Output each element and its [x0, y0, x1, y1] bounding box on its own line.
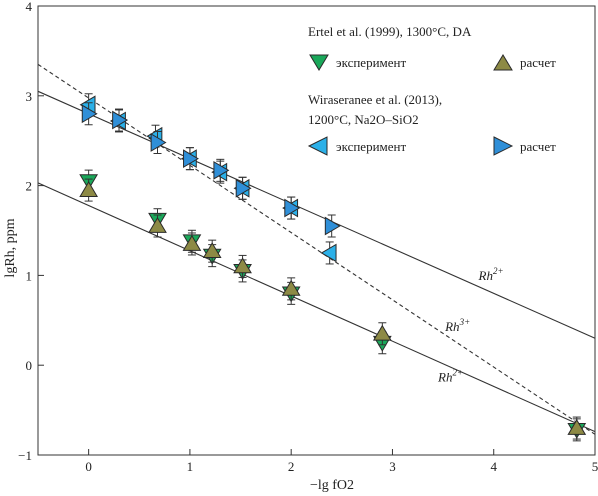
curve-label: Rh2+: [478, 266, 504, 283]
legend-label-calc-wiraseranee: расчет: [520, 139, 556, 154]
x-tick-label: 4: [490, 459, 497, 474]
rh2-model-line: [37, 90, 596, 339]
curve-labels: Rh2+ Rh3+ Rh2+: [437, 266, 504, 384]
legend-group1-title: Ertel et al. (1999), 1300°C, DA: [308, 24, 472, 39]
axis-ticks: 0 1 2 3 4 5 −1 0 1 2 3 4: [18, 0, 598, 474]
data-point: [372, 324, 392, 341]
data-point: [567, 418, 587, 435]
data-point: [324, 216, 341, 236]
data-point: [79, 181, 99, 197]
data-point: [112, 110, 129, 130]
y-tick-label: 4: [26, 0, 33, 14]
plot-lines: [37, 63, 596, 435]
data-point: [183, 149, 199, 169]
curve-label: Rh2+: [437, 367, 463, 384]
y-axis-title: lgRh, ppm: [3, 218, 18, 277]
data-point: [320, 243, 337, 263]
legend-marker-calc-ertel: [493, 54, 513, 71]
data-point: [281, 279, 301, 296]
data-point: [202, 242, 222, 259]
plot-frame: [37, 5, 596, 456]
x-tick-label: 1: [187, 459, 194, 474]
x-axis-label: −lg fO2: [310, 478, 354, 493]
curve-label: Rh3+: [444, 317, 470, 334]
data-point: [182, 234, 202, 251]
data-point: [213, 160, 230, 180]
y-tick-label: 1: [26, 268, 33, 283]
y-tick-label: 2: [26, 179, 33, 194]
x-tick-label: 5: [592, 459, 598, 474]
legend-group2-title-line2: 1200°C, Na2O–SiO2: [308, 112, 419, 127]
data-point: [284, 198, 301, 218]
x-tick-label: 2: [288, 459, 295, 474]
legend-label-calc-ertel: расчет: [520, 55, 556, 70]
legend-label-exp-wiraseranee: эксперимент: [336, 139, 406, 154]
data-point: [150, 133, 167, 152]
y-axis-label: lgRh, ppm: [3, 218, 18, 277]
data-point: [148, 216, 167, 233]
y-tick-label: −1: [18, 448, 32, 463]
legend: Ertel et al. (1999), 1300°C, DA эксперим…: [307, 24, 556, 156]
legend-marker-calc-wiraseranee: [493, 136, 514, 156]
x-tick-label: 3: [389, 459, 396, 474]
plot-marks: [79, 93, 587, 442]
legend-marker-exp-ertel: [309, 54, 329, 71]
x-tick-label: 0: [85, 459, 92, 474]
y-tick-label: 0: [26, 358, 33, 373]
legend-group2-title-line1: Wiraseranee et al. (2013),: [308, 92, 442, 107]
rh2-model-line: [37, 182, 596, 433]
data-point: [233, 257, 252, 274]
y-tick-label: 3: [26, 89, 33, 104]
legend-marker-exp-wiraseranee: [307, 136, 328, 156]
data-point: [81, 104, 98, 124]
legend-label-exp-ertel: эксперимент: [336, 55, 406, 70]
data-point: [235, 178, 252, 198]
